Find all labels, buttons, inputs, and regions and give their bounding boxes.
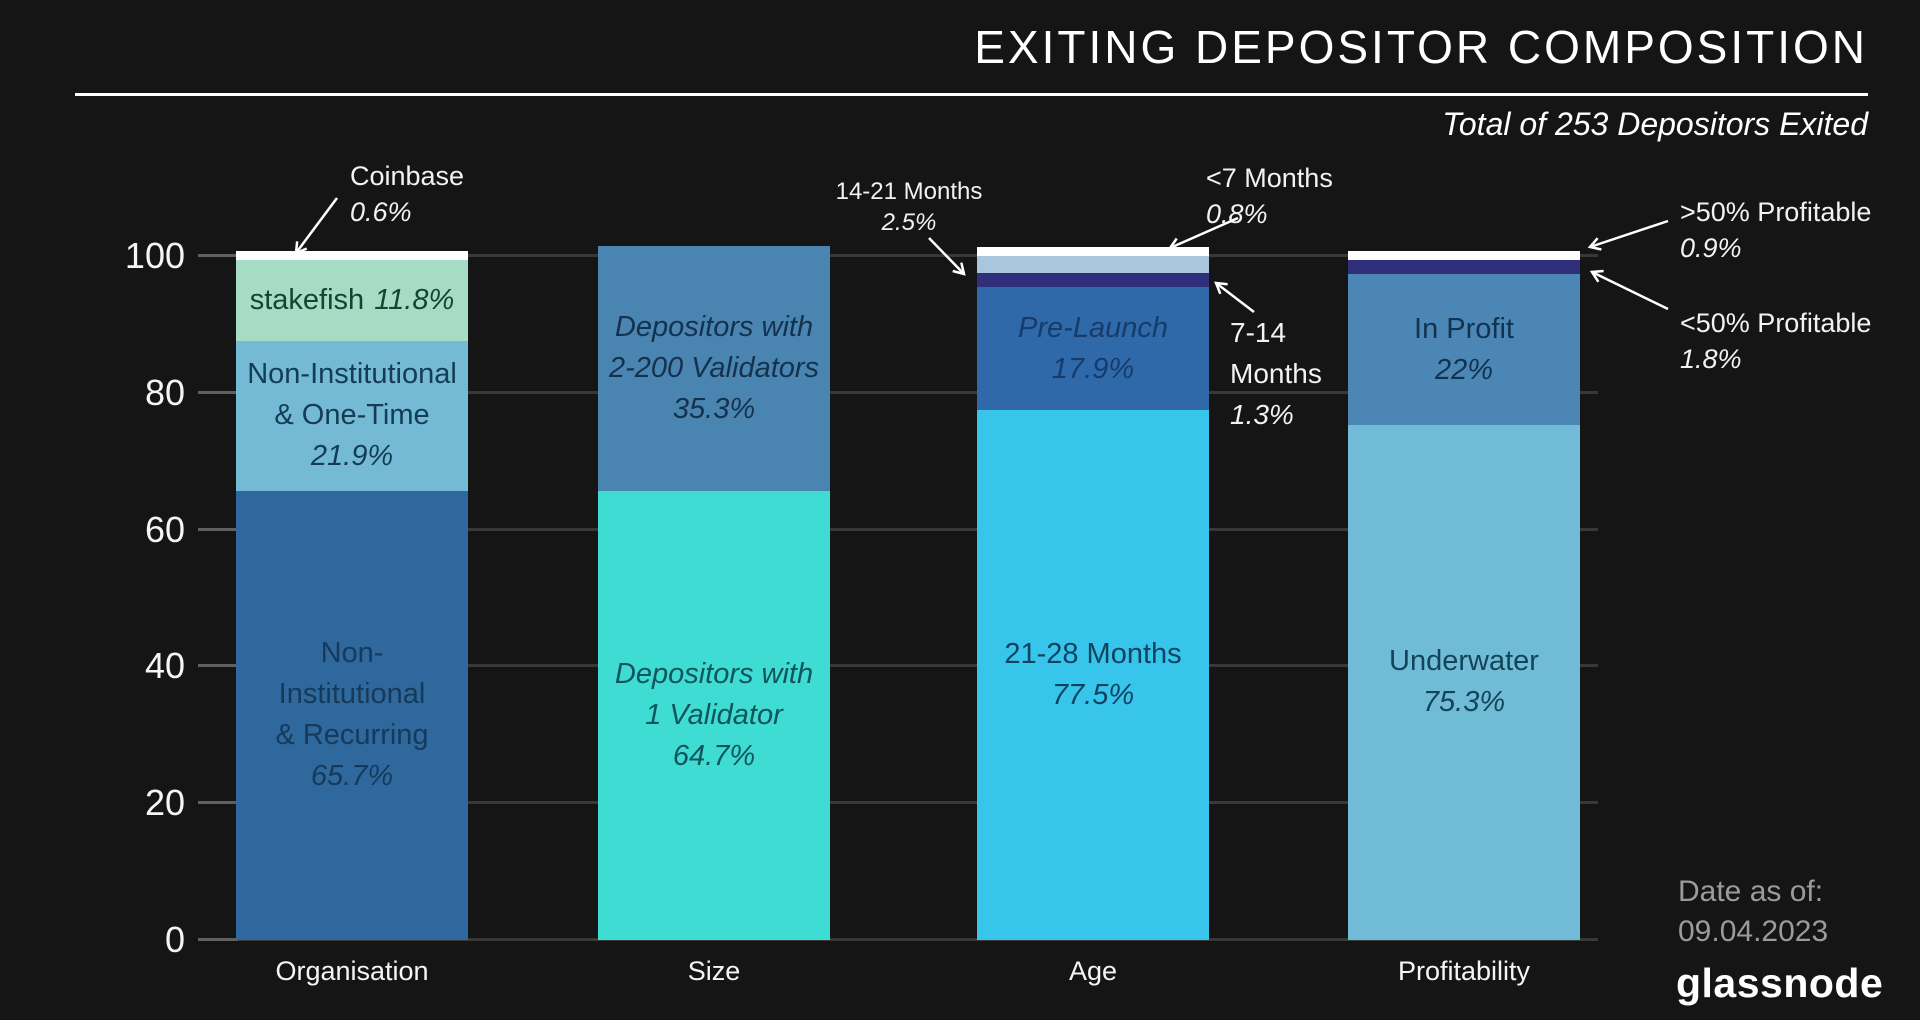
y-axis-label-60: 60 — [144, 509, 185, 550]
date-value: 09.04.2023 — [1678, 915, 1829, 948]
bar-age: 21-28 Months 77.5% Pre-Launch 17.9% — [977, 247, 1209, 940]
segment-label: Non- Institutional & Recurring 65.7% — [275, 637, 429, 793]
segment-label: Non-Institutional & One-Time 21.9% — [247, 358, 457, 473]
y-tick-40 — [198, 664, 238, 667]
annotation-14-21-months: 14-21 Months 2.5% — [835, 178, 983, 236]
arrow-lt50-profitable — [1589, 269, 1669, 311]
y-axis-label-0: 0 — [164, 919, 185, 960]
arrow-coinbase — [294, 197, 339, 255]
segment-non-institutional-recurring: Non- Institutional & Recurring 65.7% — [236, 490, 468, 940]
segment-label: stakefish 11.8% — [249, 283, 455, 316]
segment-stakefish: stakefish 11.8% — [236, 260, 468, 341]
segment-21-28-months: 21-28 Months 77.5% — [977, 409, 1209, 940]
segment-7-14-months — [977, 273, 1209, 288]
arrow-7-14-months — [1214, 281, 1255, 313]
annotation-lt50-profitable: <50% Profitable 1.8% — [1680, 308, 1872, 374]
y-axis-label-20: 20 — [144, 782, 185, 823]
title-divider — [75, 93, 1868, 96]
segment-label: Pre-Launch 17.9% — [1018, 311, 1168, 385]
segment-non-institutional-one-time: Non-Institutional & One-Time 21.9% — [236, 340, 468, 491]
y-tick-0 — [198, 938, 238, 941]
gridline-60 — [200, 528, 1598, 531]
arrow-gt50-profitable — [1587, 219, 1669, 251]
date-label: Date as of: — [1678, 875, 1824, 908]
segment-pre-launch: Pre-Launch 17.9% — [977, 287, 1209, 410]
annotation-lt7-months: <7 Months 0.8% — [1206, 163, 1333, 229]
annotation-gt50-profitable: >50% Profitable 0.9% — [1680, 197, 1872, 263]
segment-lt50-profitable — [1348, 260, 1580, 275]
segment-label: In Profit 22% — [1414, 312, 1514, 386]
x-axis-label-profitability: Profitability — [1397, 956, 1531, 986]
segment-label: 21-28 Months 77.5% — [1004, 637, 1182, 711]
chart-subtitle: Total of 253 Depositors Exited — [1442, 106, 1868, 142]
segment-label: Depositors with 2-200 Validators 35.3% — [608, 311, 820, 425]
bar-organisation: Non- Institutional & Recurring 65.7% Non… — [236, 251, 468, 940]
y-tick-60 — [198, 528, 238, 531]
gridline-20 — [200, 801, 1598, 804]
glassnode-logo: glassnode — [1676, 960, 1884, 1006]
date-as-of: Date as of: 09.04.2023 — [1678, 872, 1828, 952]
segment-coinbase — [236, 251, 468, 261]
segment-in-profit: In Profit 22% — [1348, 274, 1580, 425]
segment-14-21-months — [977, 256, 1209, 274]
y-axis-label-100: 100 — [124, 235, 185, 276]
segment-lt7-months — [977, 247, 1209, 257]
x-axis-label-size: Size — [687, 956, 741, 986]
segment-1-validator: Depositors with 1 Validator 64.7% — [598, 490, 830, 940]
y-axis-label-40: 40 — [144, 645, 185, 686]
x-axis-label-age: Age — [1068, 956, 1118, 986]
segment-2-200-validators: Depositors with 2-200 Validators 35.3% — [598, 246, 830, 491]
segment-label: Underwater 75.3% — [1389, 645, 1539, 719]
gridline-40 — [200, 664, 1598, 667]
gridline-0 — [200, 938, 1598, 941]
segment-underwater: Underwater 75.3% — [1348, 424, 1580, 940]
gridline-80 — [200, 391, 1598, 394]
bar-profitability: Underwater 75.3% In Profit 22% — [1348, 251, 1580, 940]
segment-label: Depositors with 1 Validator 64.7% — [614, 657, 814, 772]
annotation-coinbase: Coinbase 0.6% — [350, 161, 465, 227]
chart-title: EXITING DEPOSITOR COMPOSITION — [974, 21, 1868, 73]
annotation-7-14-months: 7-14 Months 1.3% — [1230, 317, 1322, 430]
y-axis-label-80: 80 — [144, 372, 185, 413]
y-tick-20 — [198, 801, 238, 804]
segment-gt50-profitable — [1348, 251, 1580, 261]
y-tick-100 — [198, 254, 238, 257]
x-axis-label-organisation: Organisation — [275, 956, 429, 986]
y-tick-80 — [198, 391, 238, 394]
gridline-100 — [200, 254, 1598, 257]
bar-size: Depositors with 1 Validator 64.7% Deposi… — [598, 246, 830, 940]
